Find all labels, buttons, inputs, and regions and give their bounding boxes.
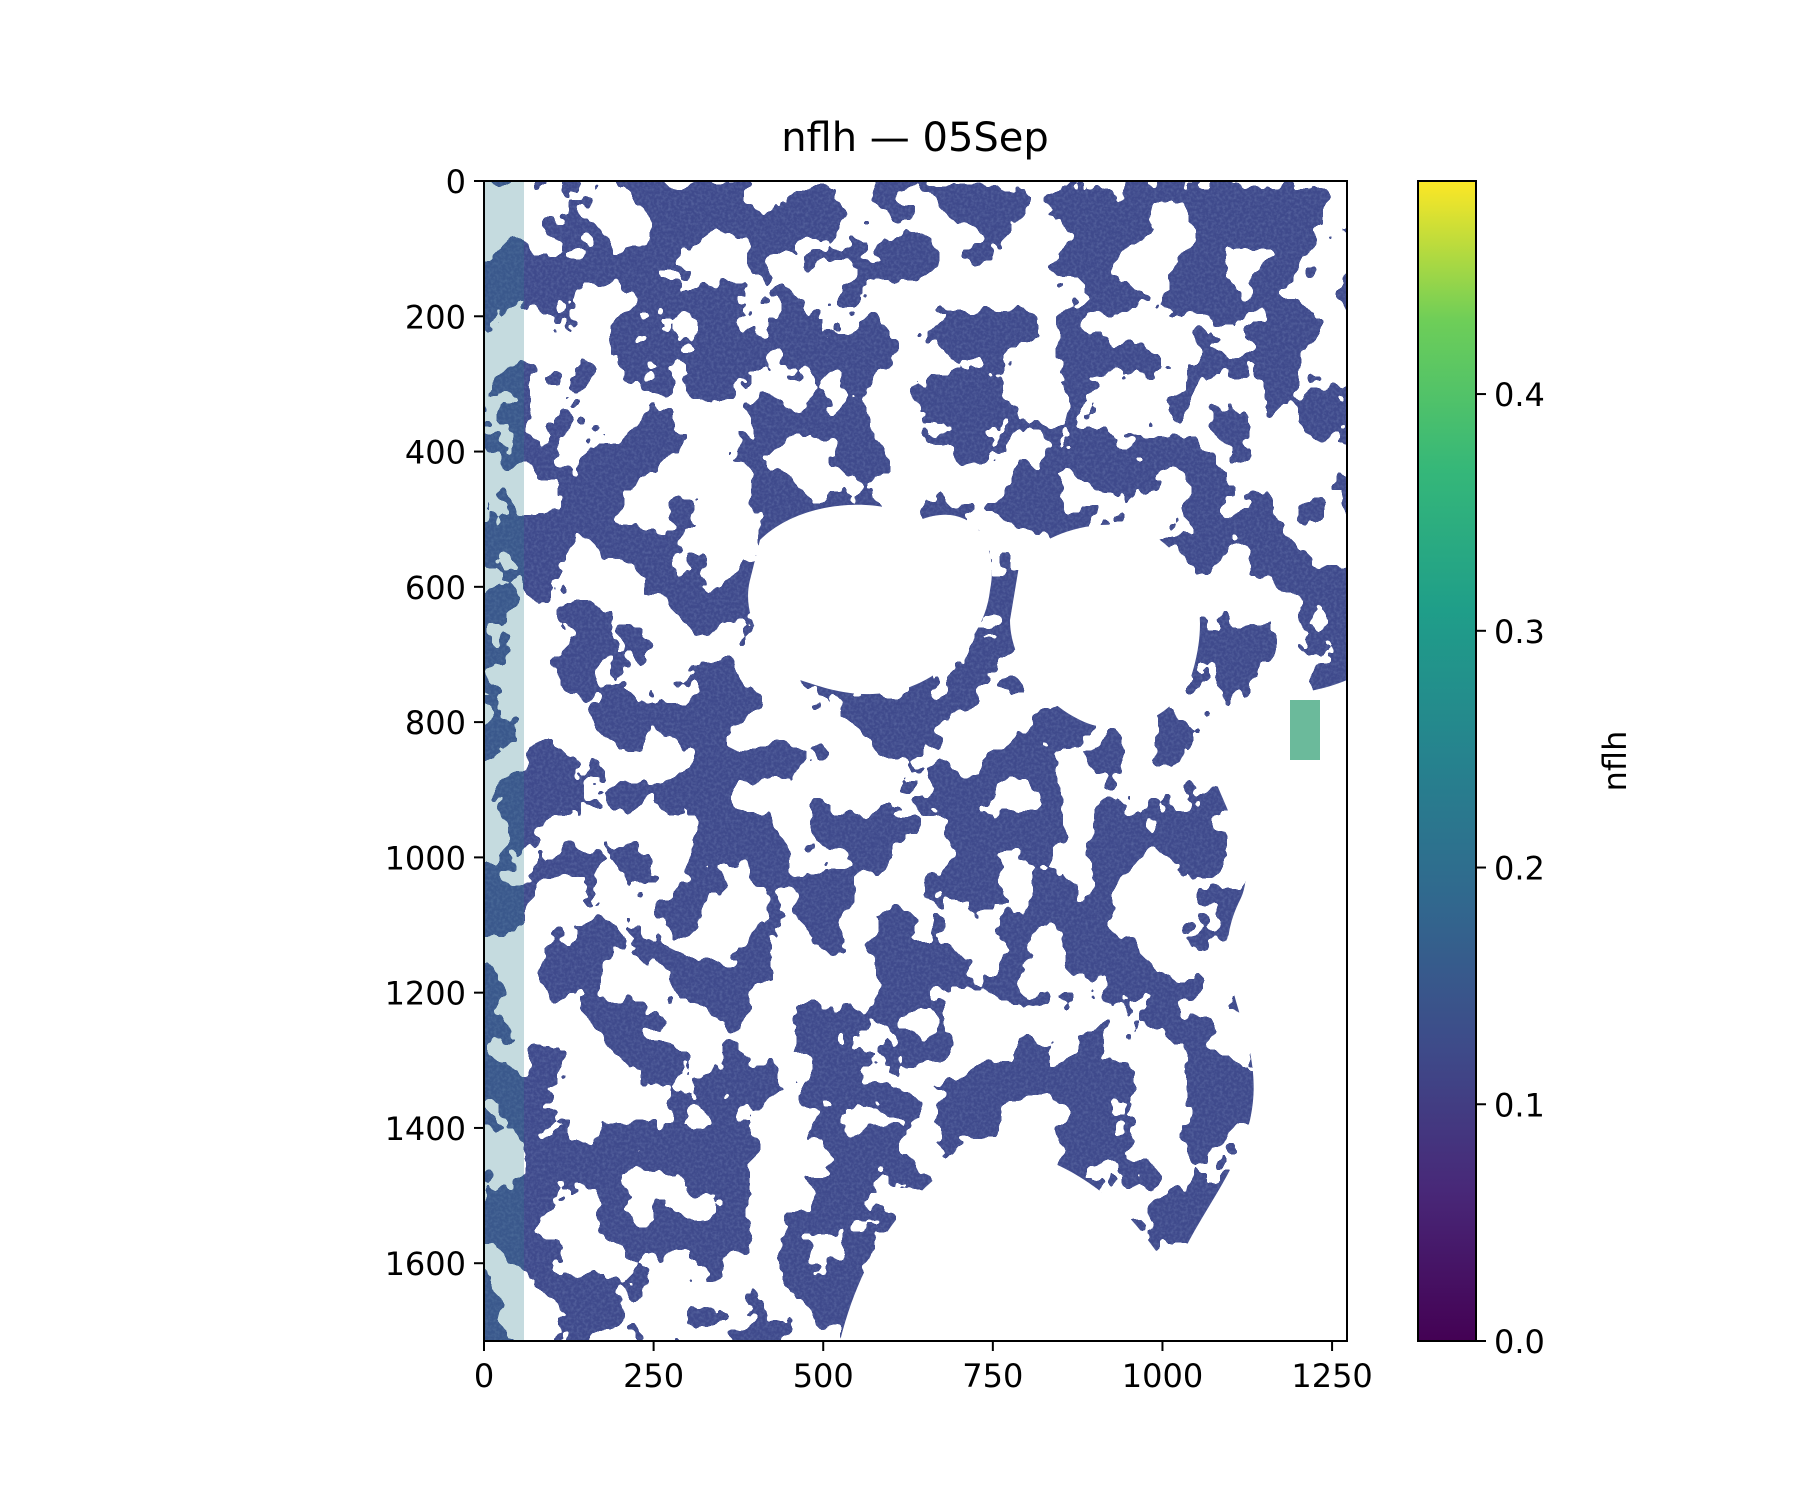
y-tick-label: 800 [405, 704, 466, 742]
x-tick-label: 1250 [1291, 1357, 1372, 1395]
colorbar-tick-label: 0.0 [1494, 1323, 1545, 1361]
x-tick-label: 0 [474, 1357, 494, 1395]
y-tick-label: 600 [405, 569, 466, 607]
y-tick-label: 400 [405, 434, 466, 472]
y-axis: 0 200 400 600 800 1000 1200 1400 1600 [385, 163, 484, 1283]
colorbar-tick-label: 0.4 [1494, 376, 1545, 414]
colorbar-tick-label: 0.1 [1494, 1086, 1545, 1124]
heatmap-cloud-region-south [840, 1150, 1193, 1341]
heatmap-edge-band [484, 181, 524, 1341]
y-tick-label: 0 [446, 163, 466, 201]
heatmap-cloud-mask [484, 181, 1347, 1341]
y-tick-label: 200 [405, 298, 466, 336]
chart-title: nflh — 05Sep [781, 115, 1049, 161]
heatmap-image [484, 181, 1347, 1341]
x-tick-label: 1000 [1122, 1357, 1203, 1395]
colorbar-tick-label: 0.3 [1494, 613, 1545, 651]
heatmap-cloud-blob-center [748, 504, 992, 695]
heatmap-highvalue-patch [1290, 700, 1320, 760]
colorbar-axis: 0.0 0.1 0.2 0.3 0.4 [1476, 376, 1545, 1361]
x-axis: 0 250 500 750 1000 1250 [474, 1341, 1373, 1395]
colorbar [1417, 180, 1477, 1342]
x-tick-label: 250 [623, 1357, 684, 1395]
colorbar-tick-label: 0.2 [1494, 850, 1545, 888]
x-tick-label: 500 [793, 1357, 854, 1395]
colorbar-label: nflh [1596, 731, 1634, 792]
plot-frame [483, 180, 1348, 1342]
x-tick-label: 750 [962, 1357, 1023, 1395]
y-tick-label: 1200 [385, 975, 466, 1013]
heatmap-cloud-region-east [1166, 680, 1347, 1341]
y-tick-label: 1000 [385, 839, 466, 877]
y-tick-label: 1400 [385, 1110, 466, 1148]
y-tick-label: 1600 [385, 1245, 466, 1283]
heatmap-cloud-blob-right [1010, 524, 1200, 728]
